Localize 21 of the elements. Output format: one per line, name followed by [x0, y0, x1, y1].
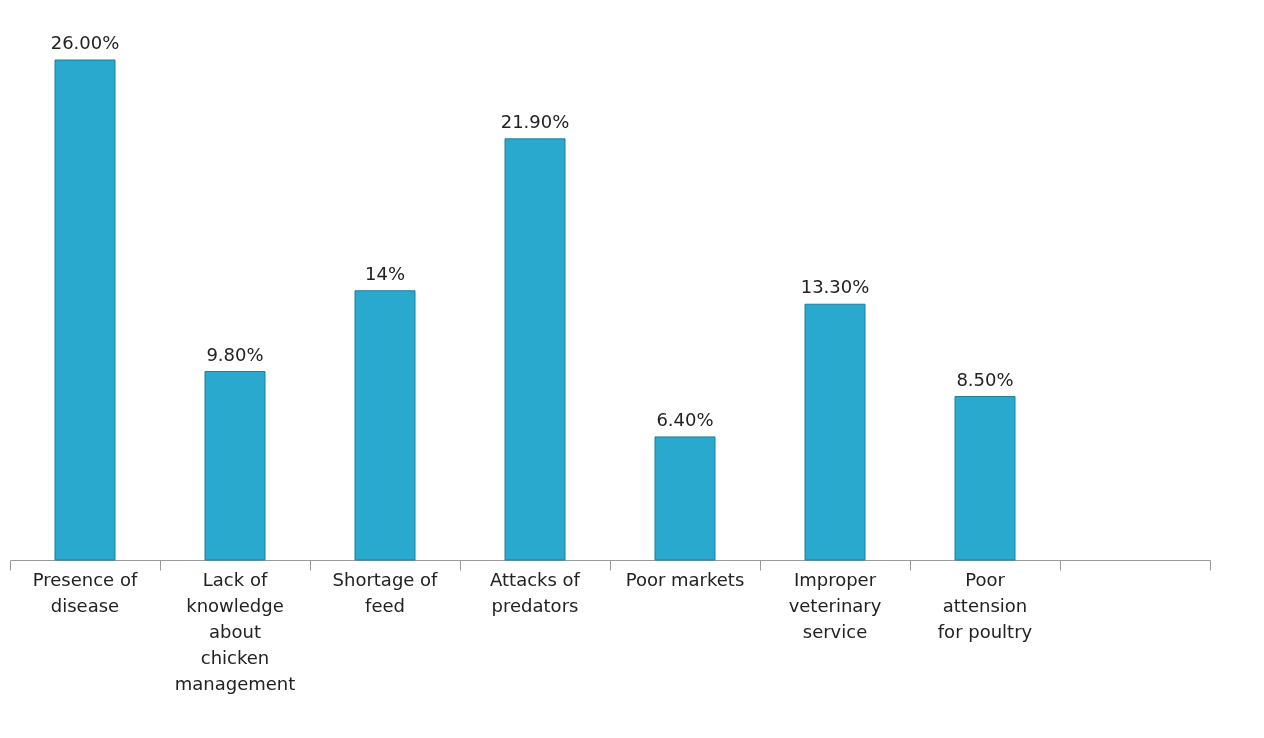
- data-label: 26.00%: [50, 32, 120, 53]
- data-label: 14%: [364, 262, 406, 284]
- x-tick-label: Improper veterinary service: [788, 569, 882, 642]
- x-tick-label: Lack of knowledge about chicken management: [174, 569, 296, 694]
- data-label: 9.80%: [206, 343, 264, 365]
- data-label: 21.90%: [500, 110, 570, 132]
- bar: [354, 290, 416, 561]
- bar: [954, 396, 1016, 561]
- data-label: 6.40%: [656, 408, 714, 430]
- data-label: 8.50%: [956, 368, 1014, 390]
- data-label: 13.30%: [800, 276, 870, 298]
- bar: [804, 303, 866, 561]
- bar: [54, 59, 116, 561]
- x-tick-label: Attacks of predators: [490, 569, 581, 616]
- x-tick-label: Poor attension for poultry: [937, 569, 1033, 642]
- x-tick-label: Poor markets: [625, 569, 745, 590]
- bar: [654, 436, 716, 561]
- bar: [204, 371, 266, 561]
- bar: [504, 138, 566, 561]
- x-tick-label: Presence of disease: [32, 569, 138, 616]
- x-tick-label: Shortage of feed: [332, 569, 439, 616]
